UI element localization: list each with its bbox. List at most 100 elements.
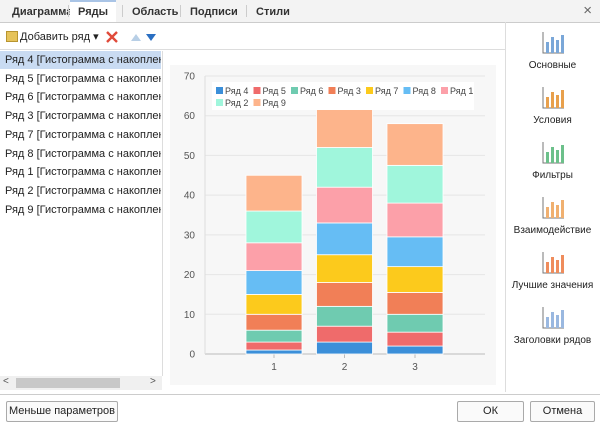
- legend-label: Ряд 2: [225, 98, 248, 108]
- tab-separator: [180, 5, 181, 17]
- legend-swatch: [291, 87, 298, 94]
- legend-label: Ряд 8: [413, 86, 436, 96]
- bar-segment: [245, 313, 303, 331]
- legend-label: Ряд 7: [375, 86, 398, 96]
- legend-label: Ряд 6: [300, 86, 323, 96]
- x-tick-label: 1: [271, 362, 277, 373]
- side-label[interactable]: Основные: [528, 60, 577, 71]
- tab-separator: [68, 5, 69, 17]
- side-label[interactable]: Фильтры: [532, 170, 573, 181]
- side-label[interactable]: Лучшие значения: [511, 280, 594, 291]
- y-tick-label: 30: [184, 230, 196, 241]
- cancel-button[interactable]: Отмена: [530, 401, 595, 422]
- bar-segment: [386, 292, 444, 315]
- legend-swatch: [253, 87, 261, 94]
- scroll-left[interactable]: <: [3, 376, 9, 387]
- series-item[interactable]: Ряд 6 [Гистограмма с накоплением]: [5, 91, 161, 104]
- series-item[interactable]: Ряд 4 [Гистограмма с накоплением]: [0, 51, 161, 69]
- legend-swatch: [253, 99, 261, 106]
- side-icon[interactable]: [540, 30, 566, 56]
- bar-segment: [386, 164, 444, 204]
- series-item[interactable]: Ряд 2 [Гистограмма с накоплением]: [5, 184, 161, 197]
- delete-icon[interactable]: [106, 31, 118, 43]
- add-label: Добавить ряд: [20, 31, 91, 43]
- bar-segment: [245, 270, 303, 295]
- bar-segment: [316, 254, 373, 283]
- legend-label: Ряд 1: [450, 86, 473, 96]
- scroll-right[interactable]: >: [150, 376, 156, 387]
- legend-label: Ряд 9: [263, 98, 286, 108]
- legend-swatch: [216, 99, 223, 106]
- side-label[interactable]: Заголовки рядов: [513, 335, 592, 346]
- y-tick-label: 10: [184, 310, 196, 321]
- bar-segment: [386, 123, 444, 166]
- legend: Ряд 4 Ряд 5 Ряд 6 Ряд 3 Ряд 7 Ряд 8 Ряд 1 Ряд 2…: [212, 82, 474, 110]
- bar-segment: [316, 325, 373, 343]
- side-icon[interactable]: [540, 85, 566, 111]
- y-tick-label: 40: [184, 191, 196, 202]
- bar-segment: [316, 147, 373, 188]
- legend-swatch: [366, 87, 373, 94]
- less-button[interactable]: Меньше параметров: [6, 401, 118, 422]
- y-tick-label: 60: [184, 111, 196, 122]
- legend-label: Ряд 3: [338, 86, 361, 96]
- bar-segment: [386, 345, 444, 355]
- scroll-thumb[interactable]: [16, 378, 120, 388]
- series-item[interactable]: Ряд 8 [Гистограмма с накоплением]: [5, 147, 161, 160]
- side-icon[interactable]: [540, 195, 566, 221]
- tab[interactable]: Ряды: [70, 0, 116, 22]
- side-divider: [505, 22, 506, 392]
- legend-swatch: [441, 87, 448, 94]
- tab-separator: [246, 5, 247, 17]
- bar-segment: [386, 331, 444, 347]
- bar-segment: [245, 341, 303, 351]
- move-up-icon[interactable]: [131, 34, 141, 41]
- move-down-icon[interactable]: [146, 34, 156, 41]
- tab[interactable]: Подписи: [190, 6, 238, 18]
- bar-segment: [316, 222, 373, 256]
- bar-segment: [316, 107, 373, 148]
- bar-segment: [245, 294, 303, 315]
- side-label[interactable]: Взаимодействие: [513, 225, 592, 236]
- scrollbar[interactable]: < >: [0, 376, 162, 390]
- legend-swatch: [216, 87, 223, 94]
- tab[interactable]: Область: [132, 6, 179, 18]
- legend-swatch: [328, 87, 336, 94]
- tab[interactable]: Диаграмма: [12, 6, 73, 18]
- x-tick-label: 3: [412, 362, 418, 373]
- bar-segment: [386, 236, 444, 268]
- series-item[interactable]: Ряд 5 [Гистограмма с накоплением]: [5, 72, 161, 85]
- side-icon[interactable]: [540, 140, 566, 166]
- bar-segment: [245, 329, 303, 343]
- bar-segment: [245, 242, 303, 272]
- series-item[interactable]: Ряд 1 [Гистограмма с накоплением]: [5, 166, 161, 179]
- side-icon[interactable]: [540, 250, 566, 276]
- side-label[interactable]: Условия: [533, 115, 572, 126]
- y-tick-label: 70: [184, 72, 196, 83]
- footer-divider: [0, 394, 600, 395]
- y-tick-label: 0: [189, 350, 195, 361]
- tab-separator: [122, 5, 123, 17]
- close-icon[interactable]: ×: [583, 2, 592, 19]
- series-item[interactable]: Ряд 9 [Гистограмма с накоплением]: [5, 203, 161, 216]
- legend-label: Ряд 4: [225, 86, 248, 96]
- side-icon[interactable]: [540, 305, 566, 331]
- tab[interactable]: Стили: [256, 6, 290, 18]
- y-tick-label: 20: [184, 270, 196, 281]
- bar-segment: [316, 282, 373, 307]
- add-series-button[interactable]: Добавить ряд ▾: [20, 31, 99, 43]
- series-list: Ряд 4 [Гистограмма с накоплением] Ряд 5 […: [0, 51, 163, 376]
- bar-segment: [245, 210, 303, 244]
- bar-segment: [386, 313, 444, 333]
- series-item[interactable]: Ряд 7 [Гистограмма с накоплением]: [5, 128, 161, 141]
- ok-button[interactable]: ОК: [457, 401, 524, 422]
- bar-segment: [245, 174, 303, 212]
- legend-swatch: [403, 87, 411, 94]
- y-tick-label: 50: [184, 151, 196, 162]
- x-tick-label: 2: [342, 362, 348, 373]
- bar-segment: [316, 341, 373, 355]
- add-icon: [6, 31, 18, 42]
- series-item[interactable]: Ряд 3 [Гистограмма с накоплением]: [5, 110, 161, 123]
